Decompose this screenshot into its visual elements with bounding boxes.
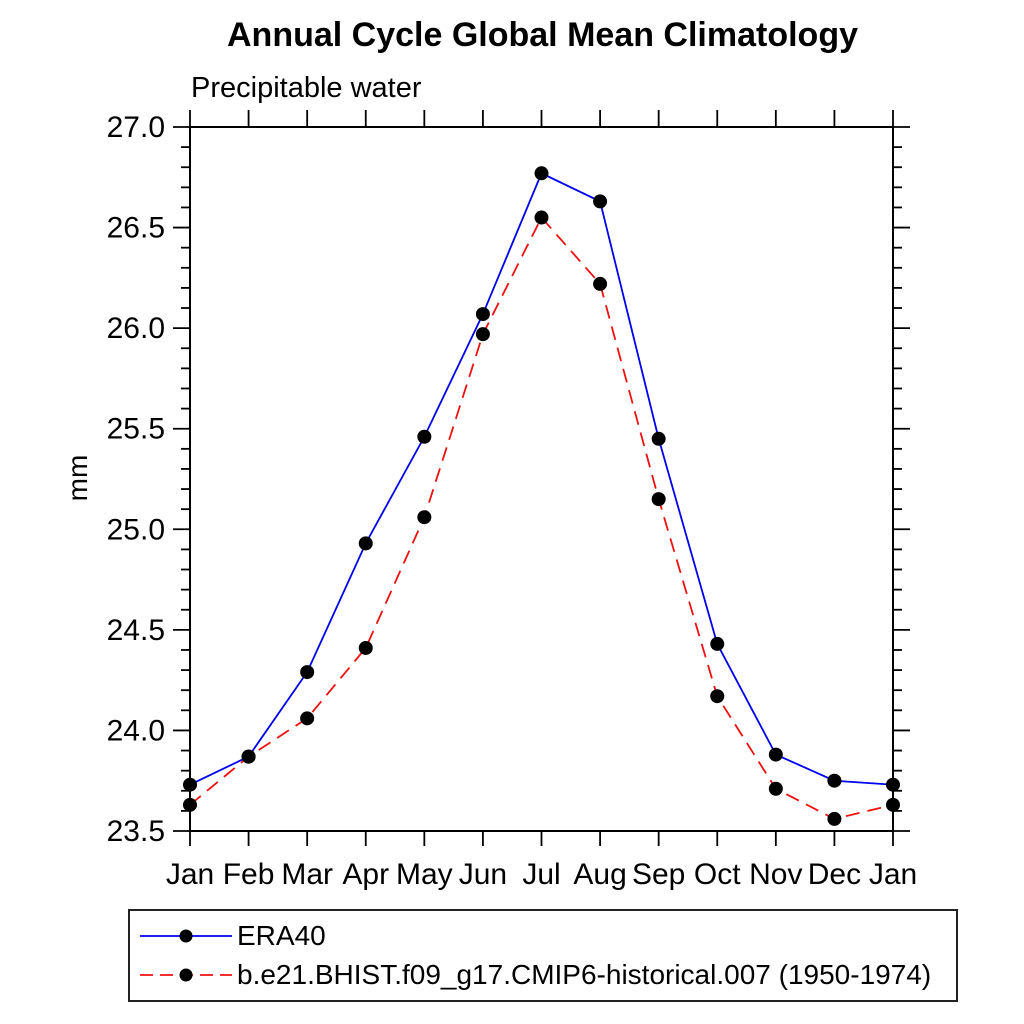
series-markers-0	[183, 166, 900, 792]
y-tick-label: 24.0	[107, 714, 165, 747]
legend: ERA40 b.e21.BHIST.f09_g17.CMIP6-historic…	[128, 909, 958, 1002]
series-markers-1	[183, 210, 900, 826]
data-point	[300, 665, 315, 680]
data-point	[710, 689, 725, 704]
y-tick-label: 25.5	[107, 413, 165, 446]
y-tick-label: 26.0	[107, 312, 165, 345]
data-point	[768, 747, 783, 762]
legend-line-sample-era40	[140, 929, 232, 943]
data-point	[886, 777, 900, 792]
data-point	[475, 327, 490, 342]
x-axis-tick-labels: Jan Feb Mar Apr May Jun Jul Aug Sep Oct Nov Dec Jan	[166, 858, 917, 891]
data-point	[183, 797, 197, 812]
data-point	[417, 429, 432, 444]
y-tick-label: 27.0	[107, 111, 165, 144]
x-tick-label: Jun	[459, 858, 507, 891]
x-axis-ticks	[189, 110, 894, 846]
series-line-0	[189, 172, 894, 786]
data-point	[886, 797, 900, 812]
x-tick-label: Oct	[694, 858, 741, 891]
legend-entry-model: b.e21.BHIST.f09_g17.CMIP6-historical.007…	[138, 959, 932, 990]
data-point	[827, 773, 842, 788]
y-axis-tick-labels: 23.5 24.0 24.5 25.0 25.5 26.0 26.5 27.0	[107, 111, 165, 848]
x-tick-label: Jan	[166, 858, 214, 891]
data-point	[358, 536, 373, 551]
series-line-1	[189, 215, 894, 820]
y-tick-label: 23.5	[107, 815, 165, 848]
x-tick-label: May	[396, 858, 453, 891]
x-tick-label: Apr	[342, 858, 389, 891]
y-axis-ticks	[173, 126, 910, 832]
y-tick-label: 25.0	[107, 513, 165, 546]
data-point	[827, 811, 842, 826]
legend-line-sample-model	[140, 968, 232, 982]
data-point	[593, 276, 608, 291]
x-tick-label: Aug	[573, 858, 626, 891]
data-point	[651, 492, 666, 507]
x-tick-label: Mar	[281, 858, 333, 891]
data-point	[358, 640, 373, 655]
x-tick-label: Nov	[749, 858, 802, 891]
y-tick-label: 24.5	[107, 614, 165, 647]
data-point	[710, 636, 725, 651]
data-point	[534, 210, 549, 225]
data-point	[768, 781, 783, 796]
data-point	[241, 749, 256, 764]
data-point	[183, 777, 197, 792]
x-tick-label: Jan	[869, 858, 917, 891]
data-point	[475, 307, 490, 322]
data-point	[651, 431, 666, 446]
legend-label-era40: ERA40	[237, 920, 326, 951]
y-tick-label: 26.5	[107, 212, 165, 245]
data-point	[534, 166, 549, 181]
legend-label-model: b.e21.BHIST.f09_g17.CMIP6-historical.007…	[237, 959, 932, 990]
x-tick-label: Dec	[808, 858, 861, 891]
chart-subtitle: Precipitable water	[191, 72, 422, 104]
x-tick-label: Sep	[632, 858, 685, 891]
data-point	[300, 711, 315, 726]
legend-entry-era40: ERA40	[138, 920, 326, 951]
x-tick-label: Jul	[522, 858, 560, 891]
data-point	[593, 194, 608, 209]
data-point	[417, 510, 432, 525]
page-title: Annual Cycle Global Mean Climatology	[227, 16, 858, 54]
x-tick-label: Feb	[223, 858, 275, 891]
